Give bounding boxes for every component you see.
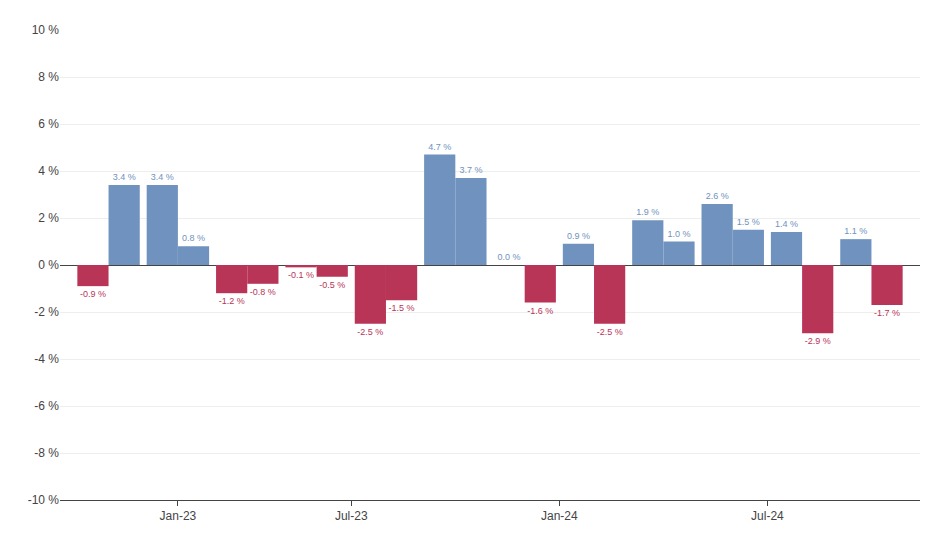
svg-text:0.0 %: 0.0 % [498,252,521,262]
svg-text:1.9 %: 1.9 % [636,207,659,217]
svg-text:-1.7 %: -1.7 % [874,308,900,318]
svg-text:6 %: 6 % [38,117,59,131]
svg-text:2 %: 2 % [38,211,59,225]
svg-text:-6 %: -6 % [34,399,59,413]
svg-text:3.7 %: 3.7 % [459,165,482,175]
svg-text:1.4 %: 1.4 % [775,219,798,229]
svg-text:-0.1 %: -0.1 % [288,270,314,280]
svg-text:-0.9 %: -0.9 % [80,289,106,299]
svg-text:0.9 %: 0.9 % [567,231,590,241]
svg-text:0 %: 0 % [38,258,59,272]
svg-text:-1.2 %: -1.2 % [219,296,245,306]
svg-text:-8 %: -8 % [34,446,59,460]
svg-text:8 %: 8 % [38,70,59,84]
svg-text:3.4 %: 3.4 % [151,172,174,182]
svg-text:-2.5 %: -2.5 % [597,327,623,337]
svg-text:1.0 %: 1.0 % [667,229,690,239]
svg-text:10 %: 10 % [32,23,60,37]
svg-text:-1.5 %: -1.5 % [389,303,415,313]
svg-text:-2.5 %: -2.5 % [357,327,383,337]
svg-text:-2 %: -2 % [34,305,59,319]
svg-text:Jul-23: Jul-23 [335,509,368,523]
svg-text:0.8 %: 0.8 % [182,233,205,243]
svg-text:4 %: 4 % [38,164,59,178]
svg-text:2.6 %: 2.6 % [706,191,729,201]
svg-text:4.7 %: 4.7 % [428,142,451,152]
svg-text:-0.8 %: -0.8 % [250,287,276,297]
svg-text:-10 %: -10 % [28,493,60,507]
svg-text:-0.5 %: -0.5 % [319,280,345,290]
svg-text:1.5 %: 1.5 % [737,217,760,227]
svg-text:-2.9 %: -2.9 % [805,336,831,346]
svg-text:Jan-24: Jan-24 [541,509,578,523]
svg-text:1.1 %: 1.1 % [844,226,867,236]
svg-text:Jan-23: Jan-23 [160,509,197,523]
svg-text:Jul-24: Jul-24 [751,509,784,523]
svg-text:-1.6 %: -1.6 % [527,306,553,316]
svg-text:3.4 %: 3.4 % [113,172,136,182]
svg-text:-4 %: -4 % [34,352,59,366]
